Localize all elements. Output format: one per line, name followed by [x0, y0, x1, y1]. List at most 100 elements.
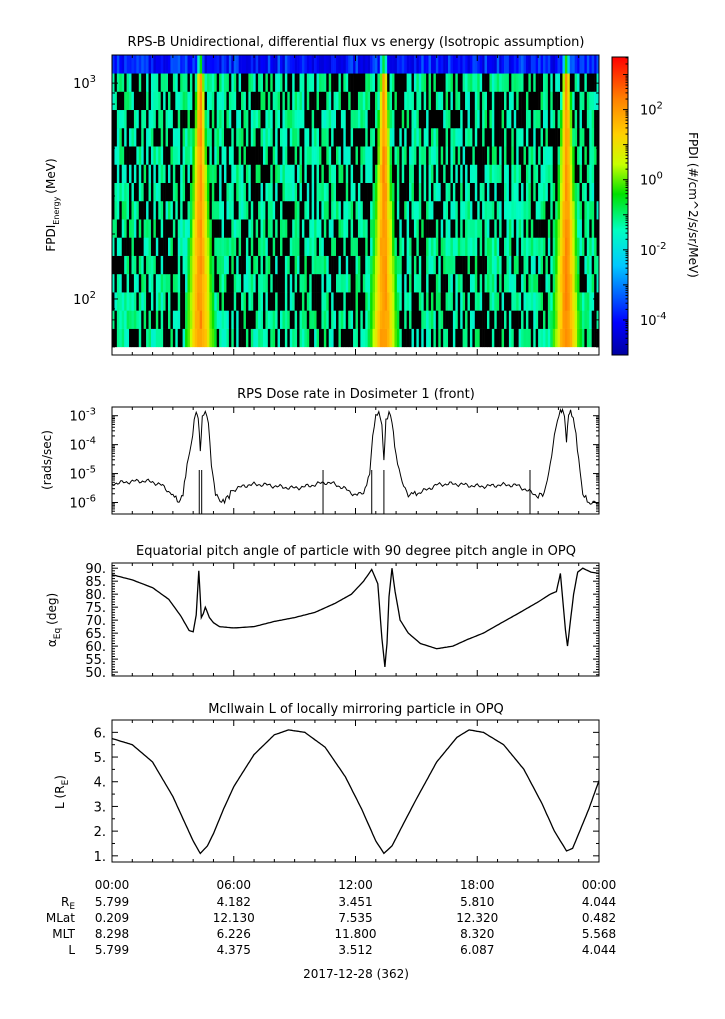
heatmap-cell	[591, 164, 595, 183]
ephemeris-value: 3.451	[338, 895, 372, 909]
heatmap-cell	[133, 127, 137, 147]
heatmap-cell	[321, 146, 325, 165]
heatmap-cell	[426, 292, 429, 311]
heatmap-cell	[170, 328, 174, 348]
heatmap-cell	[545, 273, 549, 293]
heatmap-cell	[241, 164, 244, 183]
heatmap-cell	[423, 310, 427, 329]
heatmap-cell	[564, 182, 568, 202]
heatmap-cell	[372, 200, 376, 220]
heatmap-cell	[314, 255, 317, 275]
heatmap-cell	[457, 292, 461, 311]
heatmap-cell	[404, 255, 407, 275]
heatmap-cell	[379, 219, 383, 238]
heatmap-cell	[187, 164, 191, 183]
heatmap-cell	[287, 146, 291, 165]
ephemeris-value: 11.800	[335, 927, 377, 941]
heatmap-cell	[348, 55, 351, 74]
heatmap-cell	[136, 310, 140, 329]
heatmap-cell	[525, 310, 529, 329]
heatmap-cell	[168, 73, 171, 92]
heatmap-cell	[250, 127, 254, 147]
heatmap-cell	[443, 255, 446, 275]
heatmap-cell	[557, 55, 561, 74]
heatmap-cell	[143, 255, 147, 275]
heatmap-cell	[450, 109, 454, 129]
heatmap-cell	[185, 73, 188, 92]
heatmap-cell	[579, 200, 583, 220]
heatmap-cell	[584, 219, 588, 238]
heatmap-cell	[413, 200, 417, 220]
heatmap-cell	[545, 328, 549, 348]
heatmap-cell	[443, 219, 446, 238]
heatmap-cell	[282, 273, 286, 293]
heatmap-cell	[486, 219, 490, 238]
heatmap-cell	[581, 292, 585, 311]
heatmap-cell	[260, 55, 264, 74]
heatmap-cell	[318, 328, 322, 348]
heatmap-cell	[409, 146, 412, 165]
heatmap-cell	[547, 292, 551, 311]
heatmap-cell	[581, 310, 585, 329]
heatmap-cell	[360, 109, 364, 129]
heatmap-cell	[569, 273, 573, 293]
heatmap-cell	[416, 164, 420, 183]
heatmap-cell	[528, 200, 532, 220]
heatmap-cell	[253, 219, 256, 238]
heatmap-cell	[438, 164, 442, 183]
heatmap-cell	[289, 310, 293, 329]
heatmap-cell	[389, 55, 393, 74]
heatmap-cell	[197, 219, 200, 238]
heatmap-cell	[177, 55, 181, 74]
heatmap-cell	[438, 109, 442, 129]
heatmap-cell	[331, 255, 334, 275]
heatmap-cell	[379, 200, 383, 220]
heatmap-cell	[348, 292, 351, 311]
heatmap-cell	[153, 237, 157, 256]
heatmap-cell	[250, 310, 254, 329]
time-tick-label: 06:00	[216, 878, 251, 892]
heatmap-cell	[338, 127, 342, 147]
heatmap-cell	[535, 73, 539, 92]
heatmap-cell	[577, 73, 580, 92]
spectrogram-y-label: FPDIEnergy(MeV)	[44, 158, 61, 251]
heatmap-cell	[433, 273, 437, 293]
heatmap-cell	[206, 273, 210, 293]
heatmap-cell	[192, 219, 196, 238]
heatmap-cell	[158, 310, 161, 329]
heatmap-cell	[189, 55, 193, 74]
heatmap-cell	[504, 91, 507, 111]
heatmap-cell	[535, 237, 539, 256]
heatmap-cell	[440, 127, 444, 147]
heatmap-cell	[448, 182, 451, 202]
heatmap-cell	[270, 237, 274, 256]
heatmap-cell	[301, 328, 305, 348]
heatmap-cell	[165, 200, 169, 220]
heatmap-cell	[506, 109, 510, 129]
heatmap-cell	[355, 310, 359, 329]
heatmap-cell	[153, 109, 157, 129]
heatmap-cell	[435, 237, 439, 256]
heatmap-cell	[474, 219, 478, 238]
heatmap-cell	[394, 73, 398, 92]
heatmap-cell	[389, 200, 393, 220]
heatmap-cell	[321, 109, 325, 129]
heatmap-cell	[457, 182, 461, 202]
heatmap-cell	[581, 182, 585, 202]
heatmap-cell	[219, 91, 222, 111]
heatmap-cell	[564, 328, 568, 348]
heatmap-cell	[455, 273, 459, 293]
heatmap-cell	[165, 73, 169, 92]
heatmap-cell	[518, 219, 522, 238]
heatmap-cell	[433, 91, 437, 111]
heatmap-cell	[150, 237, 154, 256]
heatmap-cell	[146, 273, 149, 293]
heatmap-cell	[518, 182, 522, 202]
heatmap-cell	[177, 273, 181, 293]
heatmap-cell	[272, 292, 276, 311]
heatmap-cell	[409, 182, 412, 202]
heatmap-cell	[338, 200, 342, 220]
heatmap-cell	[396, 91, 400, 111]
heatmap-cell	[594, 328, 597, 348]
heatmap-cell	[277, 273, 281, 293]
